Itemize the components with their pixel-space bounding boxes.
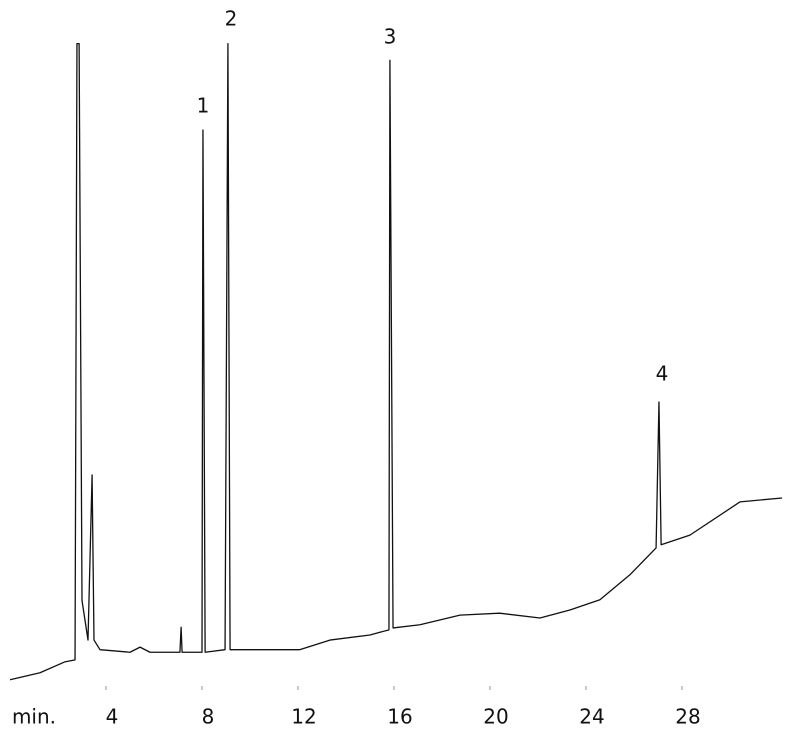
x-tick-label: 24	[579, 705, 604, 729]
peak-label: 1	[197, 94, 210, 118]
x-tick-label: 12	[291, 705, 316, 729]
x-tick-label: 8	[202, 705, 215, 729]
peak-label: 3	[384, 25, 397, 49]
chromatogram-trace	[9, 42, 783, 681]
x-tick-label: 4	[106, 705, 119, 729]
x-axis-label: min.	[12, 705, 56, 729]
x-tick-label: 20	[483, 705, 508, 729]
x-tick-label: 28	[675, 705, 700, 729]
x-tick-label: 16	[387, 705, 412, 729]
peak-label: 4	[656, 362, 669, 386]
peak-label: 2	[225, 7, 238, 31]
